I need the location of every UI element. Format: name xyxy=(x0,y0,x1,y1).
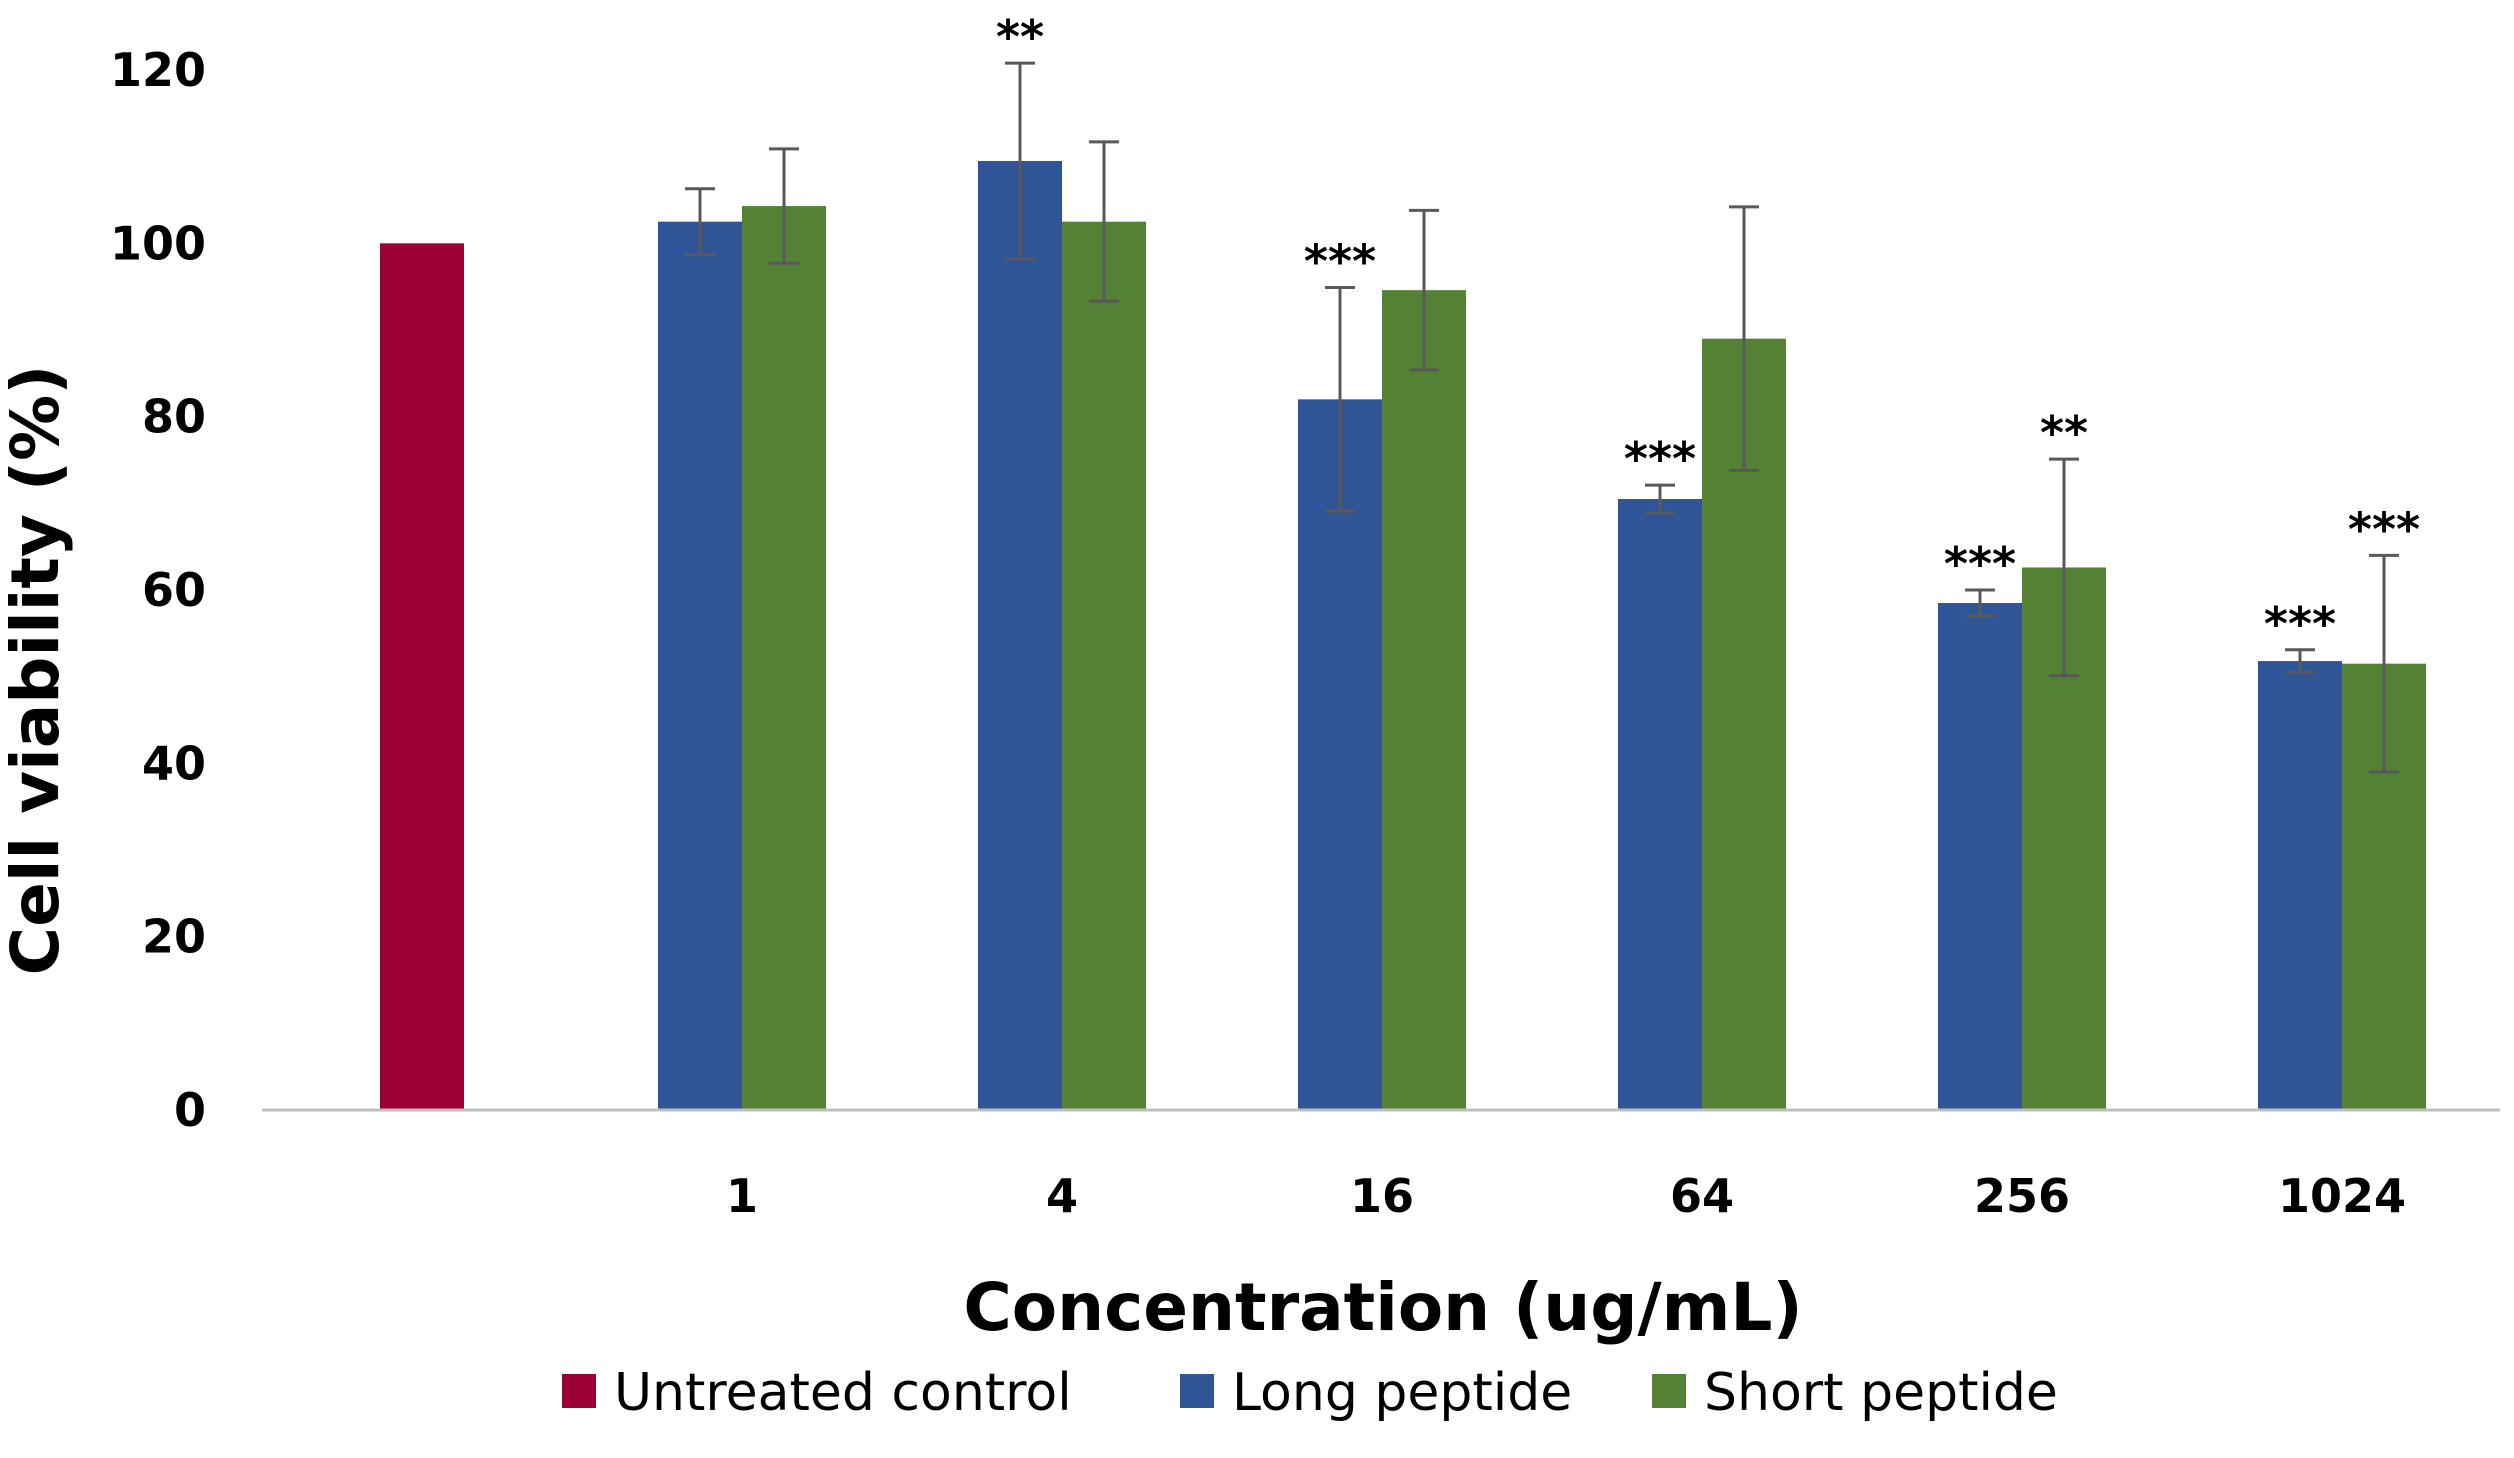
y-tick-label: 100 xyxy=(110,216,206,270)
legend-swatch xyxy=(1180,1374,1214,1408)
error-bars-layer xyxy=(685,61,2399,774)
x-axis-title: Concentration (ug/mL) xyxy=(963,1269,1802,1346)
bar-long-peptide xyxy=(2258,661,2342,1110)
bars-layer xyxy=(380,161,2426,1111)
y-tick-labels: 0 20 40 60 80 100 120 xyxy=(110,43,206,1137)
significance-label: *** xyxy=(1304,235,1376,289)
legend: Untreated control Long peptide Short pepti… xyxy=(562,1363,2058,1423)
x-tick-label: 4 xyxy=(1046,1169,1078,1223)
y-axis-title: Cell viability (%) xyxy=(0,365,74,976)
bar-long-peptide xyxy=(1618,499,1702,1110)
legend-swatch xyxy=(1652,1374,1686,1408)
significance-label: *** xyxy=(1624,432,1696,486)
y-tick-label: 0 xyxy=(174,1083,206,1137)
significance-label: ** xyxy=(2040,406,2088,460)
significance-labels: ******************* xyxy=(996,10,2420,651)
significance-label: *** xyxy=(2264,597,2336,651)
x-tick-label: 1 xyxy=(726,1169,758,1223)
x-tick-label: 64 xyxy=(1670,1169,1734,1223)
bar-short-peptide xyxy=(1062,221,1146,1110)
bar-short-peptide xyxy=(1382,290,1466,1111)
bar-long-peptide xyxy=(1938,603,2022,1110)
bar-long-peptide xyxy=(1298,399,1382,1110)
legend-label: Untreated control xyxy=(614,1363,1072,1423)
y-tick-label: 60 xyxy=(142,563,206,617)
bar-untreated-control xyxy=(380,243,464,1111)
bar-long-peptide xyxy=(978,161,1062,1110)
y-tick-label: 40 xyxy=(142,736,206,790)
x-tick-label: 256 xyxy=(1974,1169,2070,1223)
y-tick-label: 20 xyxy=(142,910,206,964)
significance-label: *** xyxy=(1944,537,2016,591)
x-tick-labels: 1 4 16 64 256 1024 xyxy=(726,1169,2406,1223)
legend-label: Short peptide xyxy=(1704,1363,2058,1423)
bar-short-peptide xyxy=(742,206,826,1111)
legend-swatch xyxy=(562,1374,596,1408)
x-tick-label: 1024 xyxy=(2278,1169,2406,1223)
y-tick-label: 120 xyxy=(110,43,206,97)
legend-label: Long peptide xyxy=(1232,1363,1572,1423)
significance-label: ** xyxy=(996,10,1044,64)
y-tick-label: 80 xyxy=(142,390,206,444)
x-tick-label: 16 xyxy=(1350,1169,1414,1223)
significance-label: *** xyxy=(2348,502,2420,556)
bar-long-peptide xyxy=(658,221,742,1110)
